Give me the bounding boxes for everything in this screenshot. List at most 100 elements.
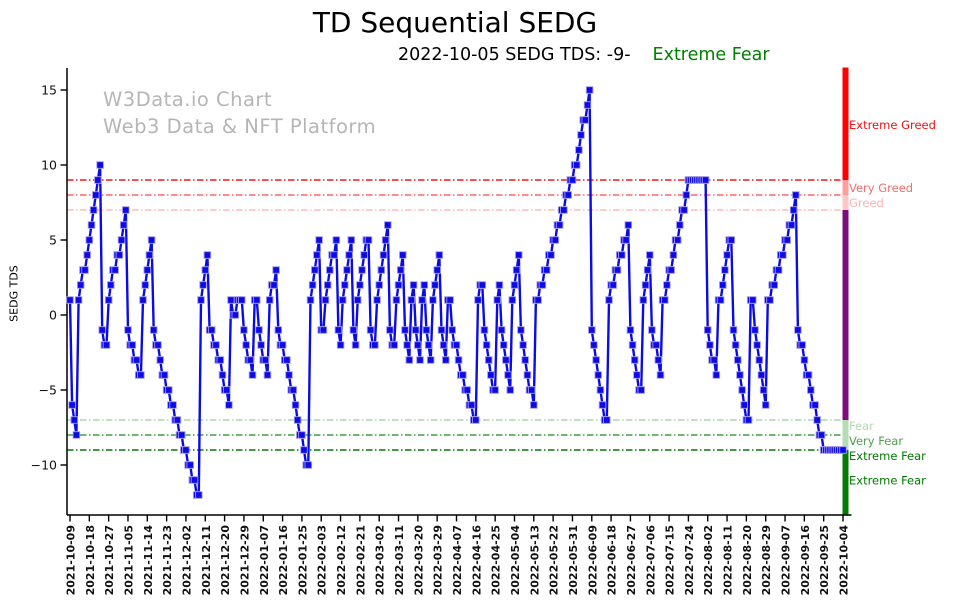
data-point-marker	[240, 326, 248, 334]
data-point-marker	[654, 356, 663, 364]
data-point-marker	[401, 326, 409, 334]
subtitle-date-text: 2022-10-05 SEDG TDS: -9-	[398, 45, 631, 65]
data-point-marker	[789, 206, 798, 214]
data-point-marker	[787, 221, 796, 229]
threshold-label: Fear	[849, 419, 874, 433]
data-point-marker	[300, 446, 308, 454]
data-point-marker	[512, 266, 521, 274]
data-point-marker	[439, 341, 448, 349]
data-point-marker	[319, 326, 328, 334]
y-tick-label: 0	[49, 308, 57, 323]
x-tick-label: 2022-01-07	[258, 525, 271, 595]
data-point-marker	[517, 326, 525, 334]
data-point-marker	[738, 386, 746, 394]
data-point-marker	[414, 341, 422, 349]
data-point-marker	[285, 371, 293, 379]
data-point-marker	[484, 356, 493, 364]
data-point-marker	[336, 341, 345, 349]
data-point-marker	[149, 326, 158, 334]
data-point-marker	[792, 191, 800, 199]
data-point-marker	[265, 296, 274, 304]
x-tick-label: 2022-10-04	[838, 525, 851, 596]
x-tick-label: 2022-03-29	[432, 525, 445, 595]
x-tick-label: 2022-01-16	[277, 525, 290, 596]
x-tick-label: 2022-03-20	[412, 525, 425, 596]
data-point-marker	[390, 341, 398, 349]
chart-subtitle: 2022-10-05 SEDG TDS: -9- Extreme Fear	[398, 45, 770, 65]
data-point-marker	[426, 356, 435, 364]
x-tick-label: 2022-07-24	[683, 525, 696, 596]
data-point-marker	[519, 341, 527, 349]
data-point-marker	[652, 341, 660, 349]
x-tick-label: 2022-04-07	[451, 525, 464, 595]
data-point-marker	[360, 251, 368, 259]
data-point-marker	[497, 326, 506, 334]
data-point-marker	[218, 371, 227, 379]
data-point-marker	[70, 416, 79, 424]
x-tick-label: 2022-09-16	[799, 525, 812, 596]
data-point-marker	[603, 416, 611, 424]
data-point-marker	[637, 386, 645, 394]
data-point-marker	[770, 281, 779, 289]
data-point-marker	[321, 296, 330, 304]
data-point-marker	[272, 266, 280, 274]
data-point-marker	[568, 176, 577, 184]
data-point-marker	[411, 326, 420, 334]
data-point-marker	[437, 326, 446, 334]
x-tick-label: 2022-05-13	[528, 525, 541, 595]
data-point-marker	[255, 326, 263, 334]
data-point-marker	[448, 326, 456, 334]
data-point-marker	[190, 476, 199, 484]
data-point-marker	[311, 266, 319, 274]
sentiment-bar-segment	[842, 450, 849, 515]
data-point-marker	[751, 326, 759, 334]
data-point-marker	[817, 431, 826, 439]
data-point-marker	[487, 371, 495, 379]
data-point-marker	[727, 236, 736, 244]
data-point-marker	[798, 341, 806, 349]
x-tick-label: 2022-06-27	[625, 525, 638, 595]
x-tick-label: 2022-05-31	[567, 525, 580, 595]
data-point-marker	[338, 296, 347, 304]
data-point-marker	[630, 356, 639, 364]
data-point-marker	[345, 251, 353, 259]
x-tick-label: 2021-11-23	[161, 525, 174, 595]
data-point-marker	[774, 266, 783, 274]
data-point-marker	[560, 206, 568, 214]
data-point-marker	[128, 341, 137, 349]
data-point-marker	[399, 251, 407, 259]
data-point-marker	[343, 266, 351, 274]
data-point-marker	[386, 326, 394, 334]
data-point-marker	[104, 296, 113, 304]
data-point-marker	[759, 386, 768, 394]
data-point-marker	[680, 206, 688, 214]
x-tick-label: 2021-10-18	[84, 525, 97, 595]
data-point-marker	[375, 281, 383, 289]
data-point-marker	[107, 281, 115, 289]
data-point-marker	[222, 386, 231, 394]
data-point-marker	[719, 281, 727, 289]
data-point-marker	[474, 296, 482, 304]
data-point-marker	[122, 206, 130, 214]
data-point-marker	[609, 281, 617, 289]
data-point-marker	[706, 341, 714, 349]
x-tick-label: 2022-04-25	[490, 525, 503, 595]
data-point-marker	[298, 431, 306, 439]
data-point-marker	[81, 266, 89, 274]
data-point-marker	[646, 251, 654, 259]
data-point-marker	[199, 281, 207, 289]
data-point-marker	[207, 326, 216, 334]
data-point-marker	[225, 401, 233, 409]
data-point-marker	[203, 251, 212, 259]
x-tick-label: 2022-09-25	[818, 525, 831, 595]
data-point-marker	[373, 296, 381, 304]
zone-label: Extreme Fear	[849, 474, 926, 488]
data-point-marker	[564, 191, 572, 199]
data-point-marker	[605, 296, 613, 304]
data-point-marker	[424, 341, 433, 349]
data-point-marker	[442, 356, 450, 364]
data-point-marker	[463, 386, 471, 394]
x-tick-label: 2021-12-02	[180, 525, 193, 595]
